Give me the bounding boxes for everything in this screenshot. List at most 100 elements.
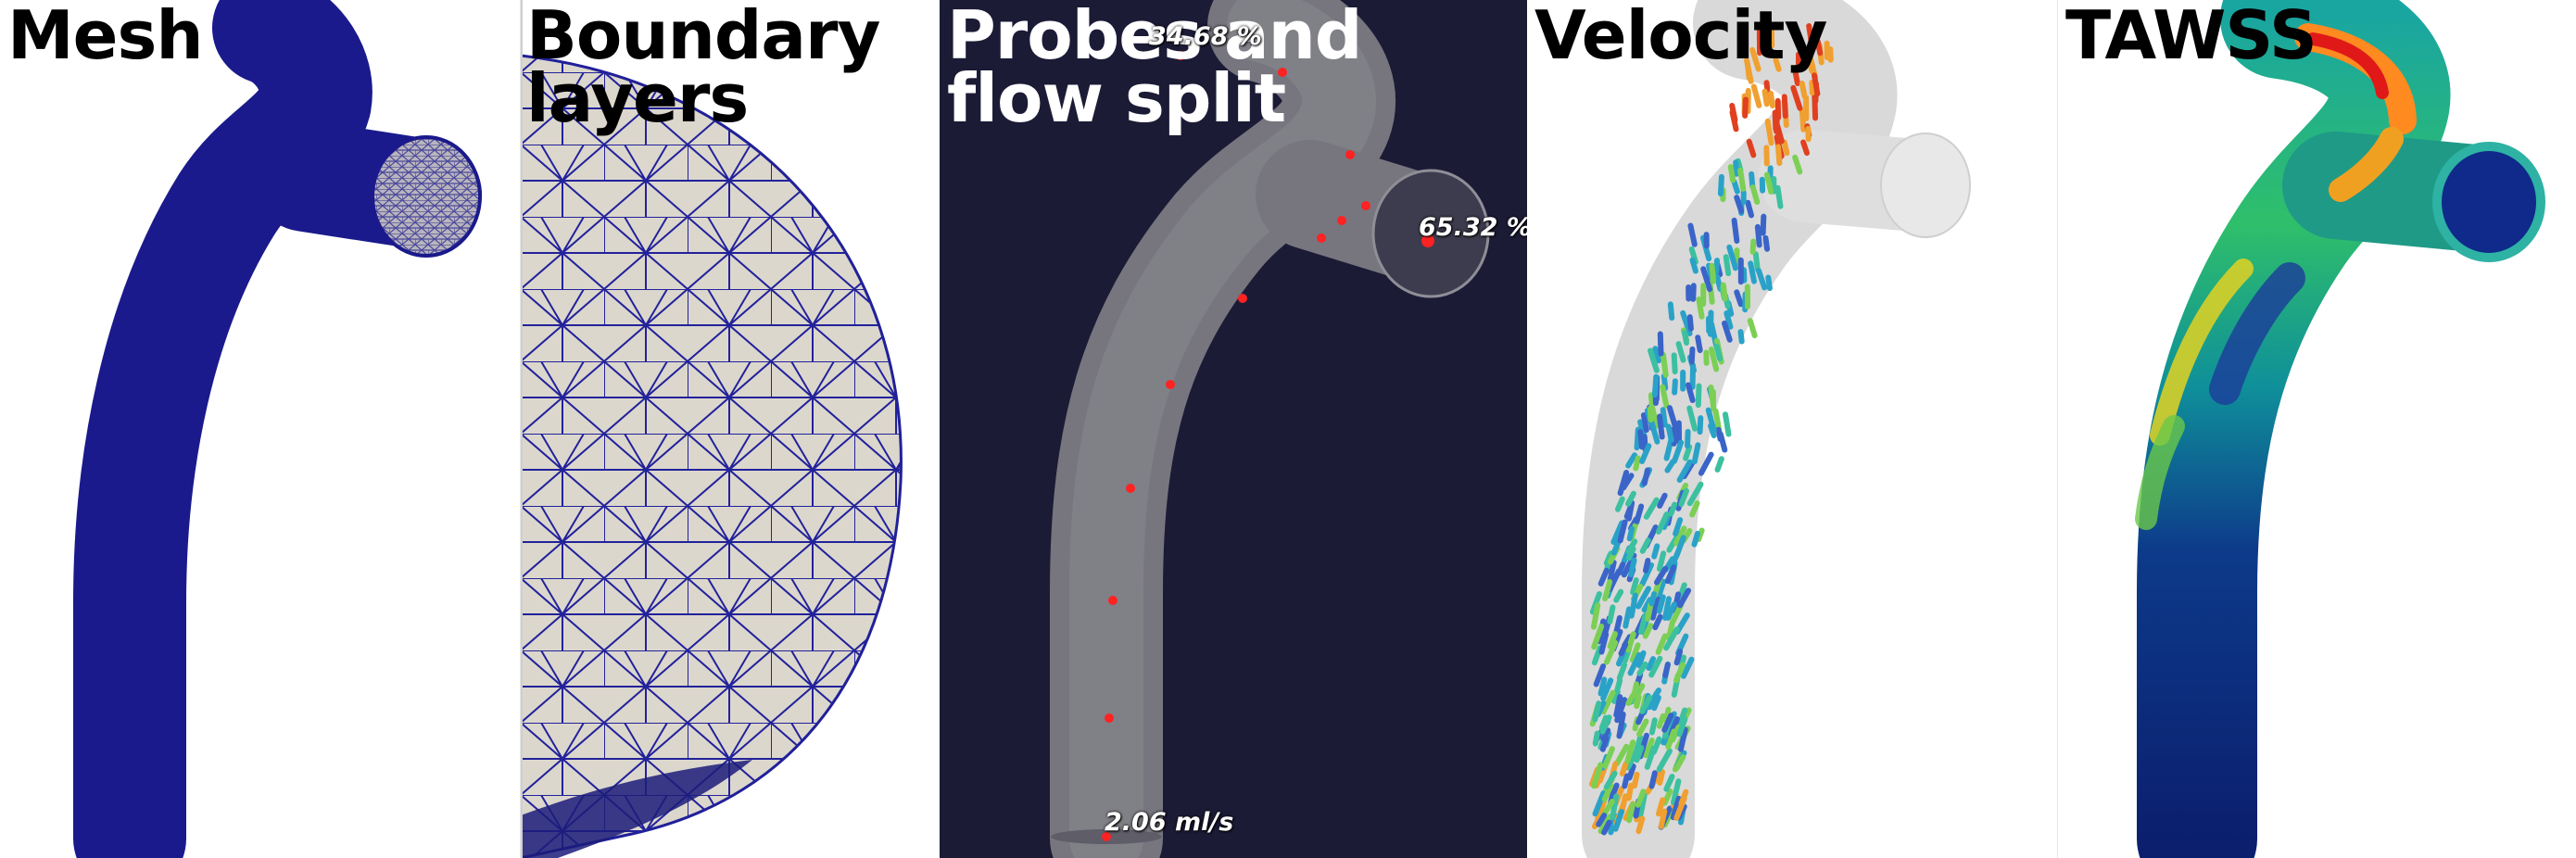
velocity-glyph bbox=[1677, 587, 1692, 609]
velocity-glyph bbox=[1625, 499, 1635, 522]
velocity-glyph bbox=[1695, 383, 1702, 409]
velocity-glyph bbox=[1592, 700, 1602, 723]
velocity-glyph bbox=[1625, 688, 1639, 706]
velocity-glyph bbox=[1655, 633, 1668, 655]
velocity-glyph bbox=[1616, 711, 1626, 739]
velocity-glyph bbox=[1731, 179, 1740, 195]
velocity-glyph bbox=[1734, 195, 1745, 214]
velocity-glyph bbox=[1610, 520, 1625, 546]
velocity-glyph bbox=[1648, 770, 1658, 789]
velocity-glyph bbox=[1656, 594, 1666, 614]
side-outlet-flow-label: 65.32 % bbox=[1419, 213, 1527, 242]
velocity-glyph bbox=[1607, 568, 1622, 593]
velocity-glyph bbox=[1665, 728, 1677, 751]
velocity-glyph bbox=[1641, 434, 1648, 452]
velocity-glyph bbox=[1744, 57, 1754, 84]
velocity-glyph bbox=[1625, 631, 1636, 653]
velocity-glyph bbox=[1750, 83, 1762, 108]
velocity-glyph bbox=[1697, 415, 1704, 435]
velocity-glyph bbox=[1635, 718, 1649, 738]
velocity-glyph bbox=[1799, 107, 1807, 132]
velocity-glyph bbox=[1799, 81, 1808, 99]
velocity-glyph bbox=[1625, 490, 1636, 507]
velocity-glyph bbox=[1602, 579, 1613, 602]
velocity-glyph bbox=[1652, 613, 1663, 631]
velocity-glyph bbox=[1742, 96, 1749, 119]
velocity-glyph bbox=[1611, 677, 1623, 704]
panel-mesh: Mesh bbox=[0, 0, 519, 858]
velocity-glyph bbox=[1792, 67, 1800, 86]
velocity-glyph bbox=[1655, 797, 1666, 817]
velocity-glyph bbox=[1651, 373, 1660, 398]
velocity-glyph bbox=[1614, 496, 1625, 512]
velocity-glyph bbox=[1625, 747, 1640, 771]
velocity-glyph bbox=[1685, 428, 1691, 449]
velocity-glyph bbox=[1643, 557, 1651, 574]
velocity-glyph bbox=[1634, 734, 1644, 753]
velocity-glyph bbox=[1656, 748, 1673, 773]
velocity-glyph bbox=[1631, 771, 1640, 789]
velocity-glyph bbox=[1696, 527, 1705, 543]
velocity-glyph bbox=[1689, 257, 1698, 274]
velocity-glyph bbox=[1665, 601, 1677, 621]
velocity-glyph bbox=[1673, 517, 1684, 537]
velocity-vessel bbox=[1582, 0, 1971, 858]
velocity-glyph bbox=[1591, 762, 1604, 789]
velocity-glyph bbox=[1633, 455, 1641, 472]
velocity-glyph bbox=[1657, 492, 1668, 509]
panel-title: Boundary layers bbox=[526, 2, 880, 132]
velocity-glyph bbox=[1709, 262, 1717, 284]
velocity-glyph bbox=[1622, 773, 1630, 789]
velocity-glyph bbox=[1644, 745, 1657, 770]
velocity-glyph bbox=[1636, 661, 1648, 676]
velocity-glyph bbox=[1675, 341, 1686, 363]
velocity-glyph bbox=[1661, 789, 1673, 806]
panel-title: Mesh bbox=[7, 0, 204, 74]
velocity-glyph bbox=[1673, 754, 1686, 772]
velocity-glyph bbox=[1648, 420, 1661, 445]
velocity-glyph bbox=[1695, 334, 1703, 354]
velocity-glyph bbox=[1626, 801, 1636, 824]
velocity-glyph bbox=[1656, 550, 1667, 573]
velocity-glyph bbox=[1664, 564, 1677, 585]
velocity-glyph bbox=[1686, 481, 1704, 507]
velocity-glyph bbox=[1734, 289, 1744, 308]
velocity-glyph bbox=[1762, 234, 1771, 252]
velocity-glyph bbox=[1673, 525, 1687, 547]
velocity-glyph bbox=[1774, 184, 1784, 209]
velocity-glyph bbox=[1724, 310, 1734, 330]
velocity-glyph bbox=[1752, 251, 1761, 272]
velocity-glyph bbox=[1651, 543, 1661, 560]
velocity-glyph bbox=[1663, 774, 1675, 792]
velocity-glyph bbox=[1653, 565, 1669, 586]
velocity-glyph bbox=[1748, 260, 1758, 284]
velocity-glyph bbox=[1656, 413, 1665, 440]
velocity-glyph bbox=[1690, 283, 1697, 302]
velocity-glyph bbox=[1691, 442, 1701, 465]
boundary-mesh-closeup bbox=[521, 0, 903, 858]
velocity-glyph bbox=[1616, 662, 1628, 681]
velocity-glyph bbox=[1635, 789, 1647, 808]
velocity-glyph bbox=[1673, 649, 1684, 666]
velocity-glyph bbox=[1714, 456, 1724, 473]
velocity-glyph bbox=[1639, 443, 1652, 464]
velocity-glyph bbox=[1672, 439, 1685, 464]
velocity-glyph bbox=[1607, 559, 1617, 582]
velocity-glyph bbox=[1729, 109, 1739, 132]
tawss-vessel bbox=[2135, 0, 2545, 858]
velocity-glyph bbox=[1660, 351, 1669, 378]
velocity-glyph bbox=[1660, 407, 1668, 428]
velocity-glyph bbox=[1713, 258, 1721, 275]
velocity-glyph bbox=[1649, 595, 1661, 621]
velocity-glyph bbox=[1755, 268, 1768, 291]
panel-title: Probes and flow split bbox=[947, 2, 1362, 132]
velocity-glyph bbox=[1814, 38, 1824, 57]
velocity-glyph bbox=[1648, 717, 1658, 736]
velocity-glyph bbox=[1667, 301, 1675, 322]
velocity-glyph bbox=[1749, 184, 1761, 206]
velocity-glyph bbox=[1656, 578, 1667, 598]
velocity-glyph bbox=[1626, 763, 1636, 781]
velocity-glyph bbox=[1805, 57, 1815, 75]
velocity-glyph bbox=[1607, 631, 1618, 650]
velocity-glyph bbox=[1661, 713, 1674, 733]
